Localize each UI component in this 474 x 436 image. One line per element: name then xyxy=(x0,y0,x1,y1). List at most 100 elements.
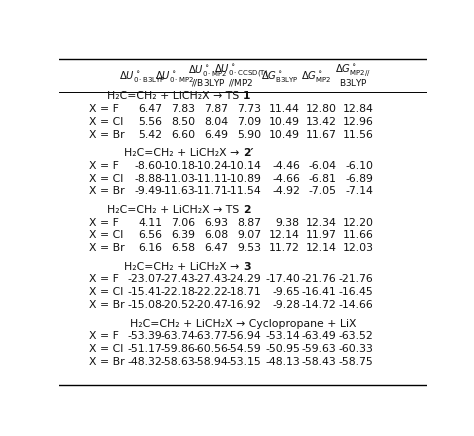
Text: -4.92: -4.92 xyxy=(272,187,300,197)
Text: $\mathregular{B3LYP}$: $\mathregular{B3LYP}$ xyxy=(339,77,367,88)
Text: 11.67: 11.67 xyxy=(306,129,337,140)
Text: 12.80: 12.80 xyxy=(306,104,337,114)
Text: -48.32: -48.32 xyxy=(128,357,162,367)
Text: -6.89: -6.89 xyxy=(346,174,374,184)
Text: -56.94: -56.94 xyxy=(227,331,261,341)
Text: H₂C=CH₂ + LiCH₂X →: H₂C=CH₂ + LiCH₂X → xyxy=(124,148,243,158)
Text: -60.33: -60.33 xyxy=(338,344,374,354)
Text: 2: 2 xyxy=(243,205,251,215)
Text: -16.45: -16.45 xyxy=(338,287,374,297)
Text: -22.18: -22.18 xyxy=(160,287,195,297)
Text: 12.84: 12.84 xyxy=(342,104,374,114)
Text: -21.76: -21.76 xyxy=(302,274,337,284)
Text: H₂C=CH₂ + LiCH₂X → Cyclopropane + LiX: H₂C=CH₂ + LiCH₂X → Cyclopropane + LiX xyxy=(130,319,356,329)
Text: 7.09: 7.09 xyxy=(237,117,261,126)
Text: -6.04: -6.04 xyxy=(309,160,337,170)
Text: -18.71: -18.71 xyxy=(227,287,261,297)
Text: $\Delta U^\circ_{0\cdot\mathregular{MP2}}$: $\Delta U^\circ_{0\cdot\mathregular{MP2}… xyxy=(155,69,195,84)
Text: 11.44: 11.44 xyxy=(269,104,300,114)
Text: 9.53: 9.53 xyxy=(237,243,261,253)
Text: -8.60: -8.60 xyxy=(134,160,162,170)
Text: 11.66: 11.66 xyxy=(342,231,374,241)
Text: -17.40: -17.40 xyxy=(265,274,300,284)
Text: 11.56: 11.56 xyxy=(342,129,374,140)
Text: X = Cl: X = Cl xyxy=(89,231,123,241)
Text: H₂C=CH₂ + LiCH₂X → TS: H₂C=CH₂ + LiCH₂X → TS xyxy=(107,91,243,101)
Text: 6.39: 6.39 xyxy=(171,231,195,241)
Text: -11.71: -11.71 xyxy=(193,187,228,197)
Text: 13.42: 13.42 xyxy=(306,117,337,126)
Text: 7.06: 7.06 xyxy=(171,218,195,228)
Text: -58.75: -58.75 xyxy=(338,357,374,367)
Text: $\mathregular{//B3LYP}$: $\mathregular{//B3LYP}$ xyxy=(191,77,226,88)
Text: 9.07: 9.07 xyxy=(237,231,261,241)
Text: 12.20: 12.20 xyxy=(342,218,374,228)
Text: -22.22: -22.22 xyxy=(193,287,228,297)
Text: -27.43: -27.43 xyxy=(193,274,228,284)
Text: -16.41: -16.41 xyxy=(302,287,337,297)
Text: 6.47: 6.47 xyxy=(138,104,162,114)
Text: -60.56: -60.56 xyxy=(193,344,228,354)
Text: -4.46: -4.46 xyxy=(272,160,300,170)
Text: -16.92: -16.92 xyxy=(227,300,261,310)
Text: $\Delta U^\circ_{0\cdot\mathregular{MP2}}$: $\Delta U^\circ_{0\cdot\mathregular{MP2}… xyxy=(188,63,228,78)
Text: X = F: X = F xyxy=(89,218,118,228)
Text: 11.97: 11.97 xyxy=(306,231,337,241)
Text: -6.81: -6.81 xyxy=(309,174,337,184)
Text: -58.43: -58.43 xyxy=(302,357,337,367)
Text: 6.49: 6.49 xyxy=(204,129,228,140)
Text: X = Cl: X = Cl xyxy=(89,344,123,354)
Text: -21.76: -21.76 xyxy=(338,274,374,284)
Text: X = Br: X = Br xyxy=(89,129,124,140)
Text: 4.11: 4.11 xyxy=(138,218,162,228)
Text: -11.11: -11.11 xyxy=(193,174,228,184)
Text: 12.96: 12.96 xyxy=(342,117,374,126)
Text: -20.47: -20.47 xyxy=(193,300,228,310)
Text: -10.24: -10.24 xyxy=(193,160,228,170)
Text: X = Br: X = Br xyxy=(89,243,124,253)
Text: -58.63: -58.63 xyxy=(160,357,195,367)
Text: 12.14: 12.14 xyxy=(306,243,337,253)
Text: 11.72: 11.72 xyxy=(269,243,300,253)
Text: 1: 1 xyxy=(243,91,250,101)
Text: -23.07: -23.07 xyxy=(127,274,162,284)
Text: -59.63: -59.63 xyxy=(302,344,337,354)
Text: -15.08: -15.08 xyxy=(127,300,162,310)
Text: X = Br: X = Br xyxy=(89,357,124,367)
Text: 9.38: 9.38 xyxy=(276,218,300,228)
Text: -24.29: -24.29 xyxy=(227,274,261,284)
Text: $\Delta U^\circ_{0\cdot\mathregular{CCSD(T)}}$: $\Delta U^\circ_{0\cdot\mathregular{CCSD… xyxy=(214,62,268,79)
Text: -27.43: -27.43 xyxy=(160,274,195,284)
Text: H₂C=CH₂ + LiCH₂X → TS: H₂C=CH₂ + LiCH₂X → TS xyxy=(107,205,243,215)
Text: -10.18: -10.18 xyxy=(160,160,195,170)
Text: H₂C=CH₂ + LiCH₂X →: H₂C=CH₂ + LiCH₂X → xyxy=(124,262,243,272)
Text: -9.28: -9.28 xyxy=(272,300,300,310)
Text: 12.14: 12.14 xyxy=(269,231,300,241)
Text: X = F: X = F xyxy=(89,331,118,341)
Text: X = Cl: X = Cl xyxy=(89,174,123,184)
Text: -14.72: -14.72 xyxy=(302,300,337,310)
Text: 10.49: 10.49 xyxy=(269,117,300,126)
Text: -10.89: -10.89 xyxy=(227,174,261,184)
Text: $\Delta G^\circ_{\mathregular{MP2}}$: $\Delta G^\circ_{\mathregular{MP2}}$ xyxy=(301,69,332,84)
Text: $\mathregular{//MP2}$: $\mathregular{//MP2}$ xyxy=(228,77,254,88)
Text: -20.52: -20.52 xyxy=(160,300,195,310)
Text: 2′: 2′ xyxy=(243,148,254,158)
Text: -8.88: -8.88 xyxy=(134,174,162,184)
Text: 7.73: 7.73 xyxy=(237,104,261,114)
Text: -58.94: -58.94 xyxy=(193,357,228,367)
Text: -50.95: -50.95 xyxy=(265,344,300,354)
Text: -48.13: -48.13 xyxy=(265,357,300,367)
Text: -63.52: -63.52 xyxy=(338,331,374,341)
Text: -54.59: -54.59 xyxy=(227,344,261,354)
Text: -51.17: -51.17 xyxy=(128,344,162,354)
Text: X = Cl: X = Cl xyxy=(89,117,123,126)
Text: 6.08: 6.08 xyxy=(204,231,228,241)
Text: -53.15: -53.15 xyxy=(227,357,261,367)
Text: X = Cl: X = Cl xyxy=(89,287,123,297)
Text: -7.05: -7.05 xyxy=(309,187,337,197)
Text: -53.39: -53.39 xyxy=(128,331,162,341)
Text: 6.56: 6.56 xyxy=(138,231,162,241)
Text: 6.47: 6.47 xyxy=(204,243,228,253)
Text: $\Delta G^\circ_{\mathregular{MP2//}}$: $\Delta G^\circ_{\mathregular{MP2//}}$ xyxy=(335,63,371,79)
